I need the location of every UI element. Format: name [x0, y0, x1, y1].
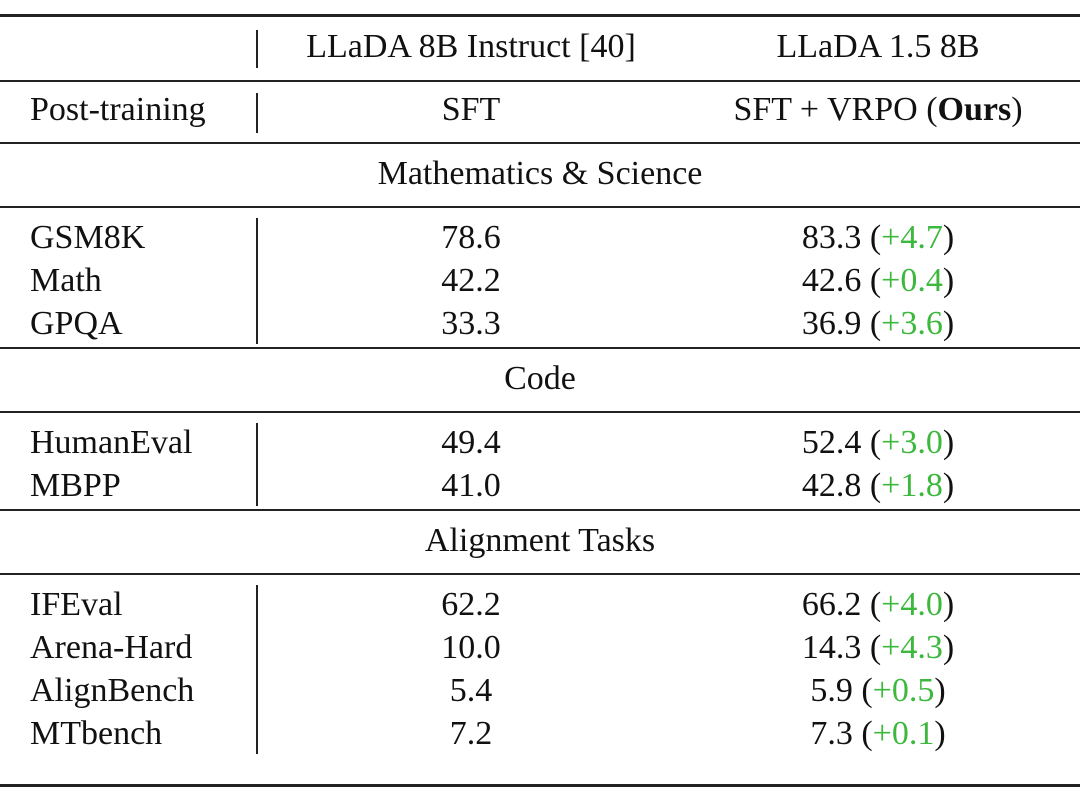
ours-score: 5.9 (+0.5) — [810, 671, 945, 711]
ours-score: 7.3 (+0.1) — [810, 714, 945, 754]
cell-part: 42.8 ( — [801, 467, 882, 504]
baseline-score: 41.0 — [441, 467, 501, 504]
horizontal-rule — [0, 573, 1080, 575]
cell-part: ) — [1011, 91, 1023, 128]
cell-part: 66.2 ( — [801, 586, 882, 623]
cell-part: ) — [942, 586, 955, 623]
cell-part: ) — [934, 672, 946, 709]
cell-part: 36.9 ( — [801, 305, 882, 342]
cell-part: 14.3 ( — [801, 629, 882, 666]
horizontal-rule — [0, 206, 1080, 208]
benchmark-name: MBPP — [30, 467, 121, 504]
baseline-score: 10.0 — [441, 629, 501, 666]
cell-part: +4.3 — [881, 629, 943, 666]
ours-score: 42.8 (+1.8) — [802, 466, 954, 506]
cell-part: ) — [942, 219, 955, 256]
baseline-score: 5.4 — [449, 672, 493, 709]
section-title: Code — [504, 360, 576, 397]
cell-part: 42.6 ( — [801, 262, 882, 299]
vertical-rule — [256, 585, 258, 754]
cell-part: Ours — [937, 91, 1012, 128]
cell-part: +3.0 — [881, 424, 943, 461]
horizontal-rule — [0, 509, 1080, 511]
ours-score: 42.6 (+0.4) — [802, 261, 954, 301]
vertical-rule — [256, 93, 258, 133]
benchmark-name: GSM8K — [30, 219, 146, 256]
cell-part: ) — [942, 262, 955, 299]
cell-part: ) — [942, 424, 955, 461]
benchmark-name: AlignBench — [30, 672, 195, 709]
baseline-score: 33.3 — [441, 305, 501, 342]
ours-score: 36.9 (+3.6) — [802, 304, 954, 344]
horizontal-rule — [0, 80, 1080, 82]
benchmark-name: MTbench — [30, 715, 163, 752]
ours-score: 52.4 (+3.0) — [802, 423, 954, 463]
horizontal-rule — [0, 14, 1080, 17]
vertical-rule — [256, 218, 258, 344]
vertical-rule — [256, 423, 258, 506]
header-cell: Post-training — [30, 91, 206, 128]
cell-part: SFT + VRPO ( — [733, 91, 938, 128]
cell-part: +0.1 — [872, 715, 935, 752]
baseline-score: 78.6 — [441, 219, 501, 256]
cell-part: ) — [942, 629, 955, 666]
horizontal-rule — [0, 411, 1080, 413]
cell-part: 52.4 ( — [801, 424, 882, 461]
horizontal-rule — [0, 784, 1080, 787]
benchmark-name: Math — [30, 262, 102, 299]
cell-part: ) — [934, 715, 946, 752]
header-cell: SFT + VRPO (Ours) — [733, 90, 1022, 130]
section-title: Mathematics & Science — [377, 155, 703, 192]
cell-part: +4.0 — [881, 586, 943, 623]
cell-part: +3.6 — [881, 305, 943, 342]
baseline-score: 49.4 — [441, 424, 501, 461]
section-title: Alignment Tasks — [424, 522, 656, 559]
cell-part: ) — [942, 305, 955, 342]
cell-part: +0.5 — [872, 672, 935, 709]
ours-score: 14.3 (+4.3) — [802, 628, 954, 668]
cell-part: 7.3 ( — [810, 715, 873, 752]
benchmark-name: GPQA — [30, 305, 123, 342]
ours-score: 66.2 (+4.0) — [802, 585, 954, 625]
benchmark-name: IFEval — [30, 586, 123, 623]
baseline-score: 42.2 — [441, 262, 501, 299]
header-cell: LLaDA 8B Instruct [40] — [306, 28, 636, 65]
cell-part: +4.7 — [881, 219, 943, 256]
vertical-rule — [256, 30, 258, 68]
horizontal-rule — [0, 142, 1080, 144]
cell-part: +0.4 — [881, 262, 943, 299]
cell-part: +1.8 — [881, 467, 943, 504]
baseline-score: 7.2 — [449, 715, 493, 752]
header-cell: LLaDA 1.5 8B — [776, 28, 980, 65]
cell-part: 83.3 ( — [801, 219, 882, 256]
horizontal-rule — [0, 347, 1080, 349]
benchmark-name: Arena-Hard — [30, 629, 193, 666]
cell-part: 5.9 ( — [810, 672, 873, 709]
cell-part: ) — [942, 467, 955, 504]
benchmark-name: HumanEval — [30, 424, 193, 461]
baseline-score: 62.2 — [441, 586, 501, 623]
ours-score: 83.3 (+4.7) — [802, 218, 954, 258]
header-cell: SFT — [441, 91, 501, 128]
